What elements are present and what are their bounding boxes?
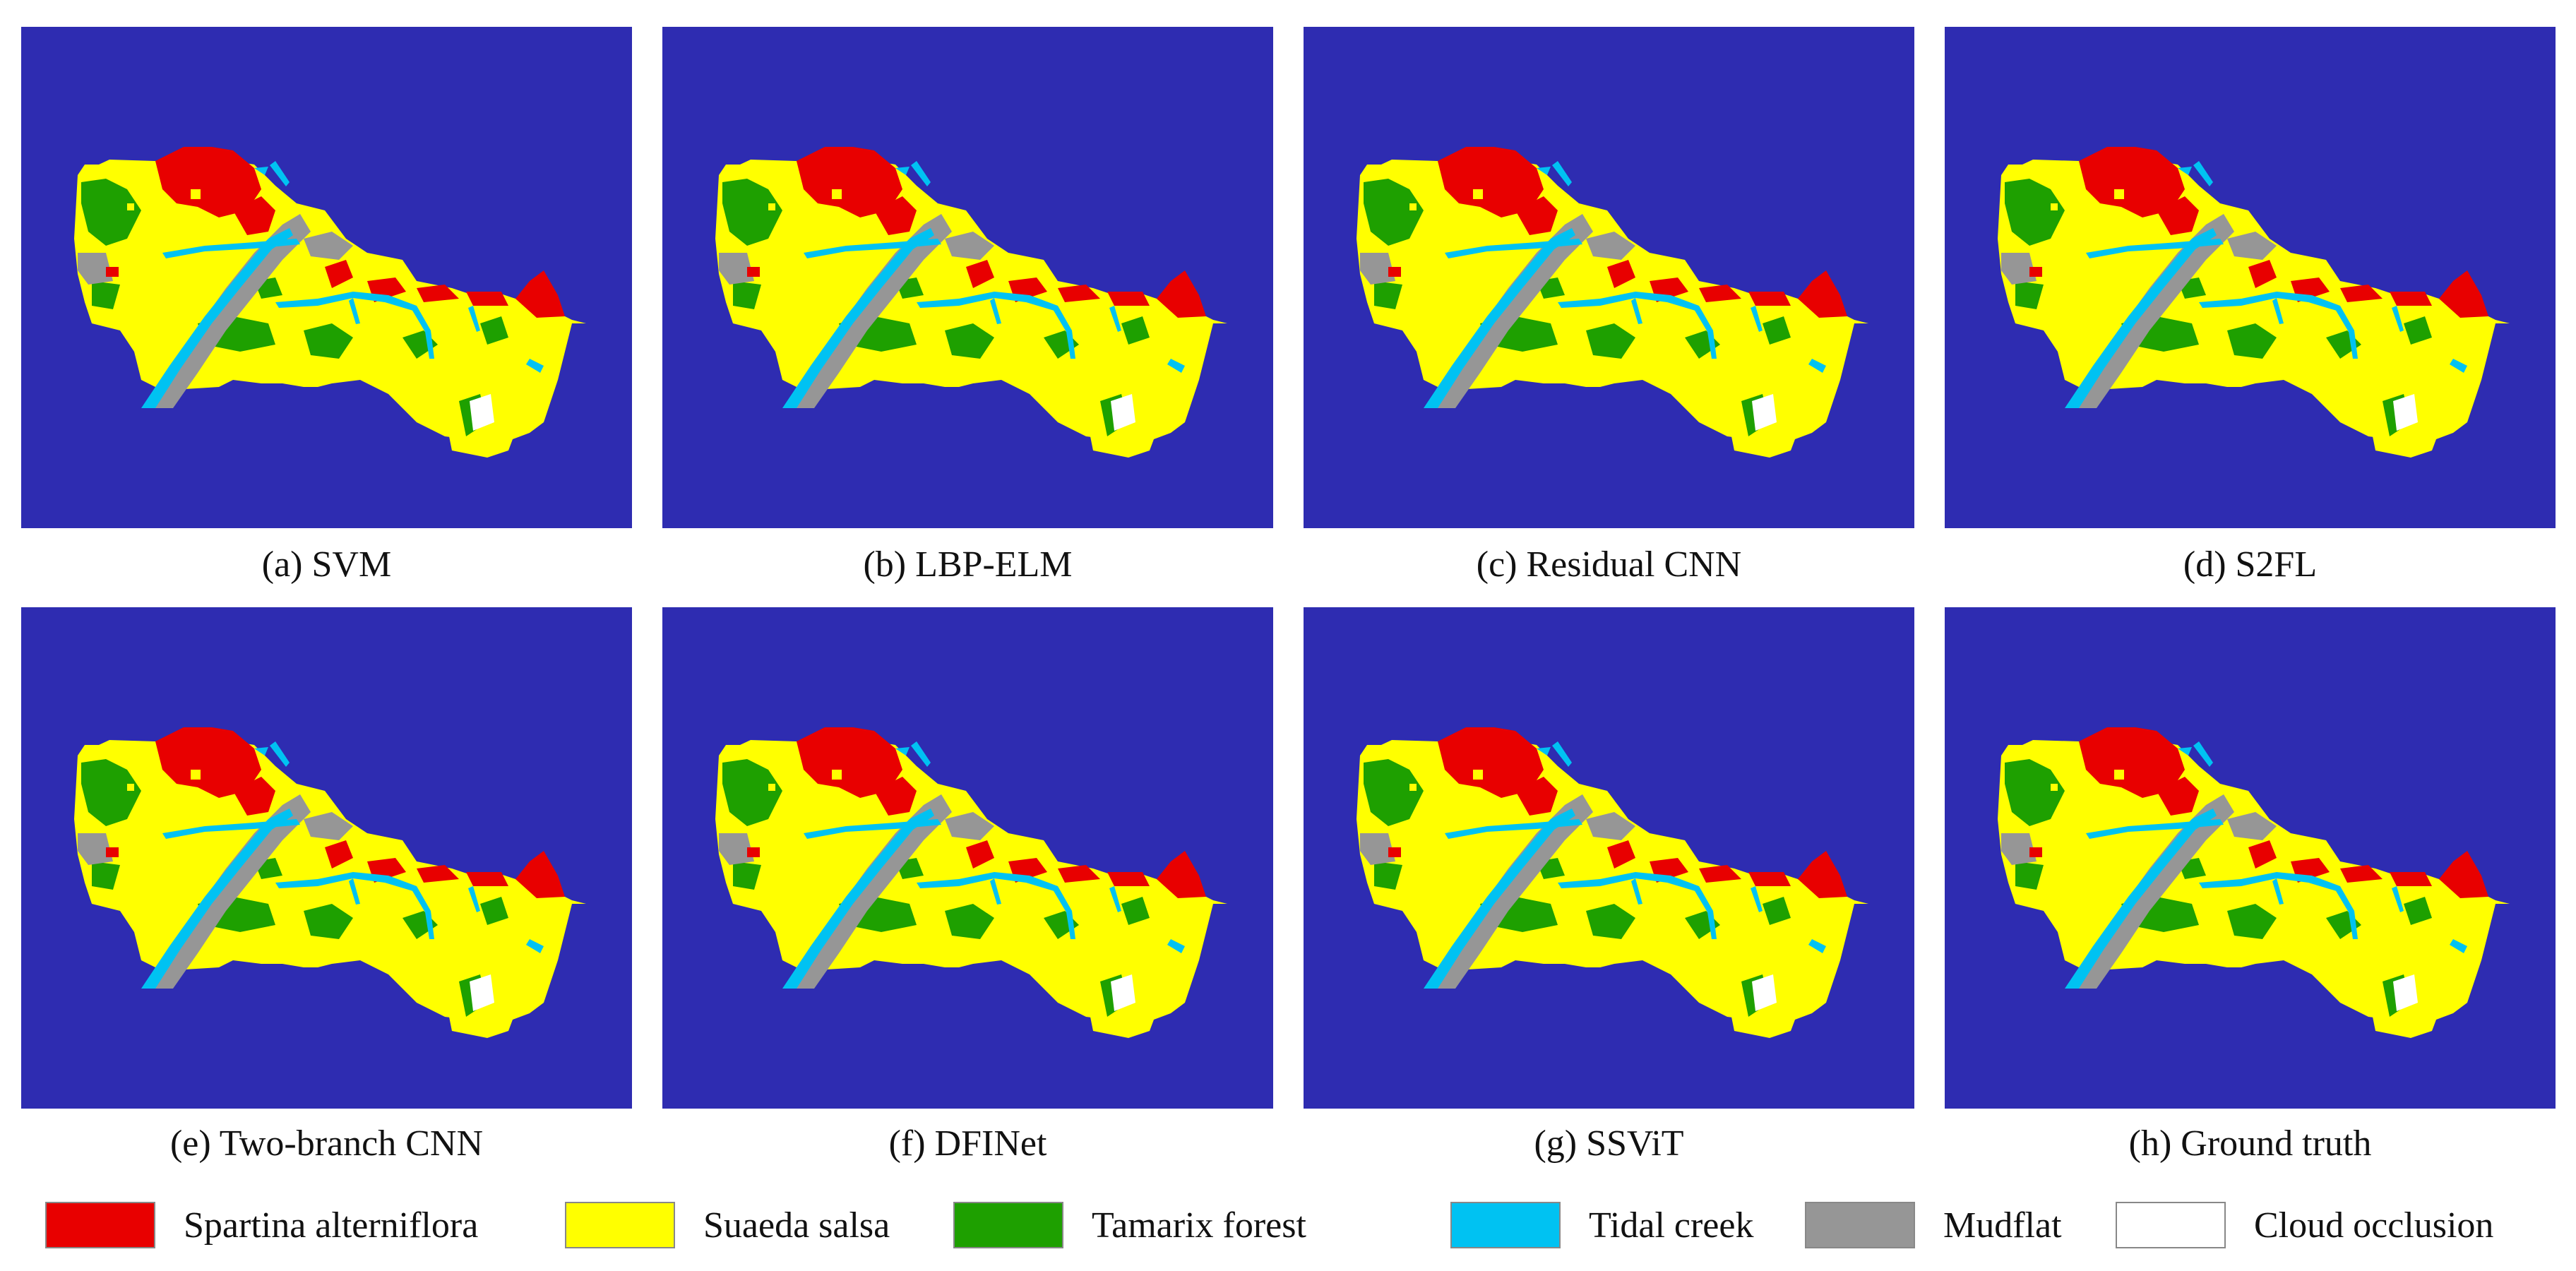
caption-e: (e) Two-branch CNN: [169, 1123, 484, 1164]
legend-label-cloud: Cloud occlusion: [2254, 1205, 2494, 1246]
caption-c: (c) Residual CNN: [1476, 544, 1742, 585]
legend-label-suaeda: Suaeda salsa: [703, 1205, 890, 1246]
legend-swatch-cloud: [2116, 1202, 2226, 1248]
map-panel-b: [662, 27, 1273, 528]
caption-f: (f) DFINet: [888, 1123, 1047, 1164]
map-panel-g: [1304, 607, 1914, 1109]
legend-label-tamarix: Tamarix forest: [1092, 1205, 1306, 1246]
legend-label-mudflat: Mudflat: [1943, 1205, 2062, 1246]
map-panel-c: [1304, 27, 1914, 528]
caption-d: (d) S2FL: [2183, 544, 2318, 585]
map-panel-f: [662, 607, 1273, 1109]
legend-swatch-creek: [1450, 1202, 1561, 1248]
map-panel-a: [21, 27, 632, 528]
legend-mudflat: Mudflat: [1805, 1200, 2062, 1250]
caption-g: (g) SSViT: [1534, 1123, 1684, 1164]
map-panel-h: [1945, 607, 2556, 1109]
map-panel-e: [21, 607, 632, 1109]
legend-swatch-suaeda: [565, 1202, 675, 1248]
legend-cloud: Cloud occlusion: [2116, 1200, 2493, 1250]
caption-a: (a) SVM: [261, 544, 392, 585]
legend-label-spartina: Spartina alterniflora: [184, 1205, 479, 1246]
legend-tamarix: Tamarix forest: [953, 1200, 1306, 1250]
caption-h: (h) Ground truth: [2128, 1123, 2372, 1164]
legend-label-creek: Tidal creek: [1589, 1205, 1754, 1246]
legend-creek: Tidal creek: [1450, 1200, 1753, 1250]
legend-swatch-mudflat: [1805, 1202, 1915, 1248]
legend-swatch-tamarix: [953, 1202, 1063, 1248]
legend-swatch-spartina: [45, 1202, 155, 1248]
legend-spartina: Spartina alterniflora: [45, 1200, 478, 1250]
map-panel-d: [1945, 27, 2556, 528]
legend-suaeda: Suaeda salsa: [565, 1200, 890, 1250]
caption-b: (b) LBP-ELM: [863, 544, 1073, 585]
